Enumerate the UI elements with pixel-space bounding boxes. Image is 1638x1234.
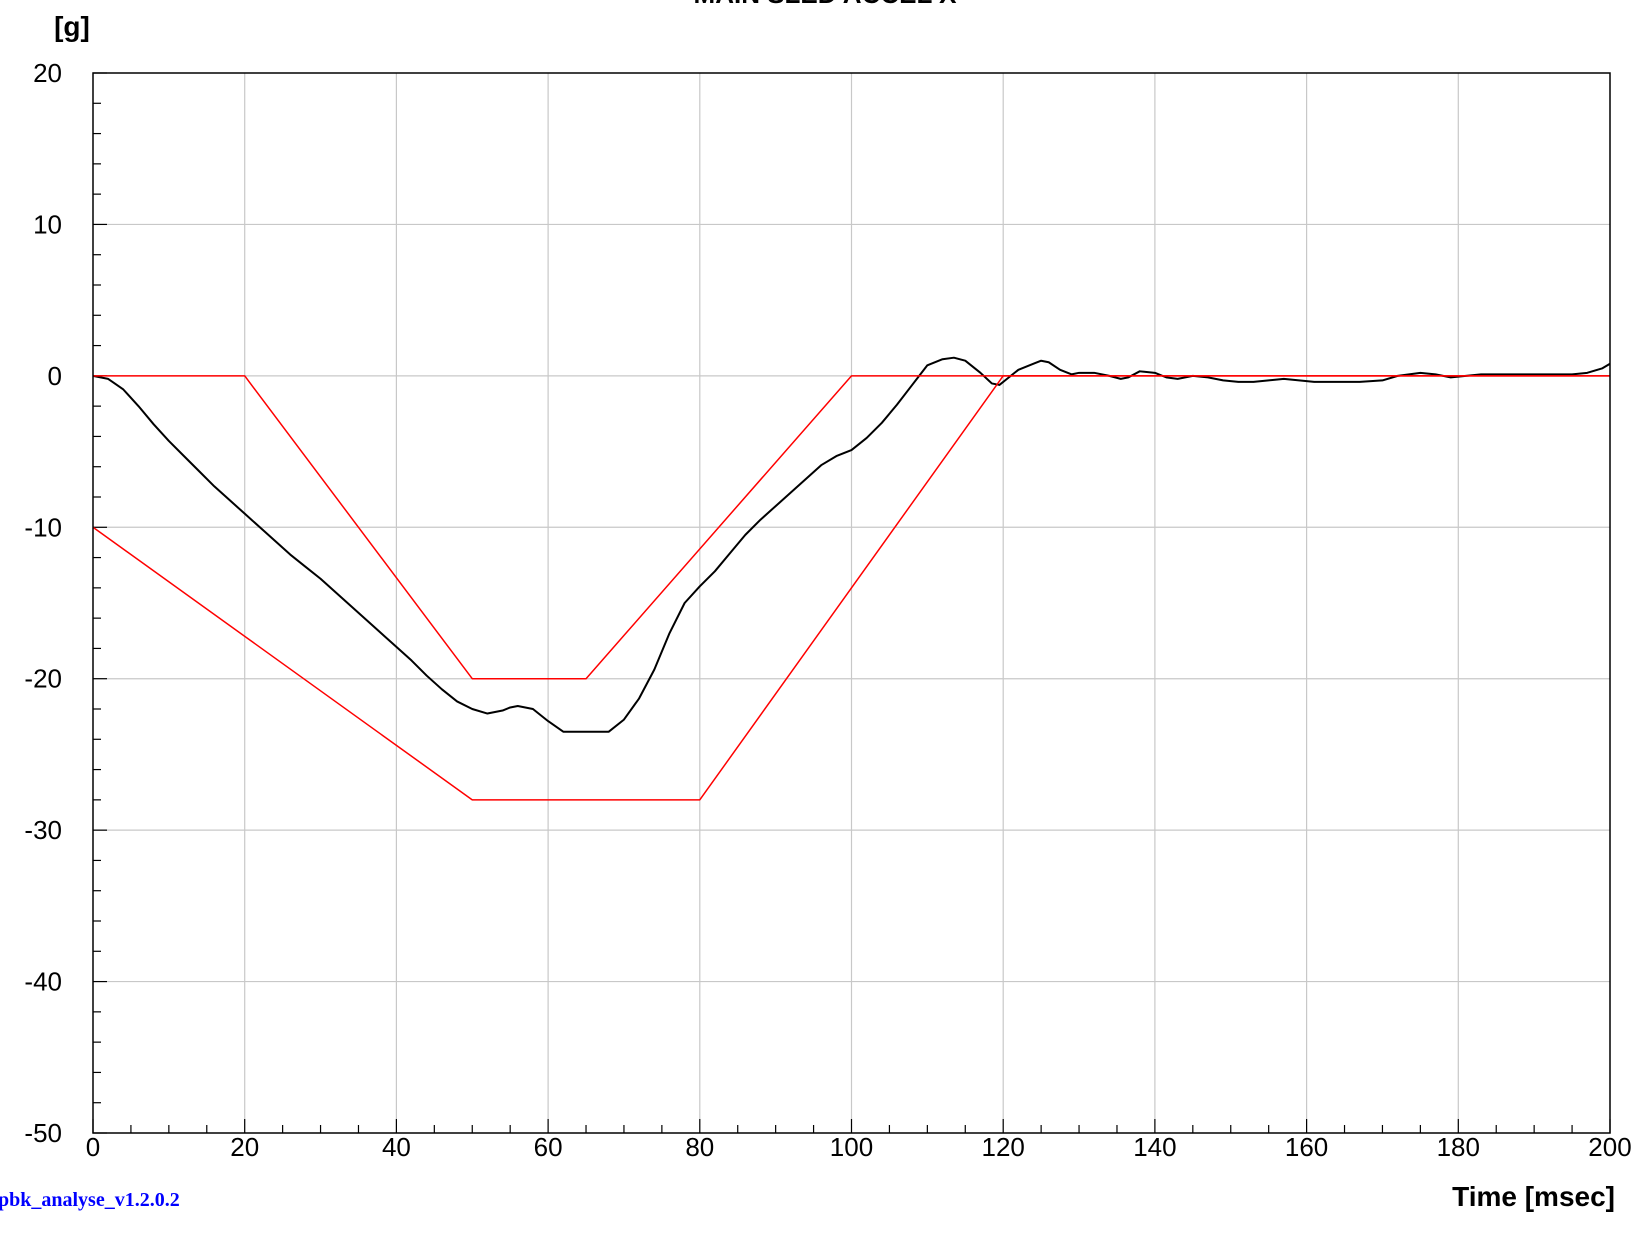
- software-watermark: pbk_analyse_v1.2.0.2: [0, 1189, 180, 1211]
- x-tick-label: 100: [830, 1132, 873, 1162]
- x-axis-label: Time [msec]: [1452, 1181, 1615, 1212]
- x-tick-label: 120: [982, 1132, 1025, 1162]
- y-tick-label: 10: [33, 209, 62, 239]
- x-tick-label: 40: [382, 1132, 411, 1162]
- y-tick-labels: 20 10 0 -10 -20 -30 -40 -50: [24, 58, 62, 1148]
- y-tick-label: -10: [24, 512, 62, 542]
- x-tick-label: 140: [1133, 1132, 1176, 1162]
- series-line-2: [92, 375, 1610, 801]
- x-tick-label: 60: [534, 1132, 563, 1162]
- x-tick-label: 80: [685, 1132, 714, 1162]
- series-line-0: [92, 356, 1611, 733]
- x-tick-label: 0: [86, 1132, 100, 1162]
- y-tick-label: 20: [33, 58, 62, 88]
- chart-title: MAIN SLED ACCEL X: [694, 0, 958, 9]
- y-tick-label: -40: [24, 967, 62, 997]
- y-axis-label: [g]: [54, 11, 90, 42]
- x-tick-label: 160: [1285, 1132, 1328, 1162]
- y-tick-label: -50: [24, 1118, 62, 1148]
- series-group: [92, 356, 1611, 801]
- x-tick-label: 180: [1437, 1132, 1480, 1162]
- x-tick-label: 20: [230, 1132, 259, 1162]
- x-tick-label: 200: [1588, 1132, 1631, 1162]
- y-tick-label: 0: [48, 361, 62, 391]
- x-tick-labels: 0 20 40 60 80 100 120 140 160 180 200: [86, 1132, 1632, 1162]
- plot-frame: [92, 72, 1611, 1134]
- series-line-1: [93, 375, 1610, 680]
- y-tick-label: -20: [24, 664, 62, 694]
- grid: [93, 73, 1610, 1133]
- y-tick-label: -30: [24, 815, 62, 845]
- minor-ticks: [92, 72, 1611, 1134]
